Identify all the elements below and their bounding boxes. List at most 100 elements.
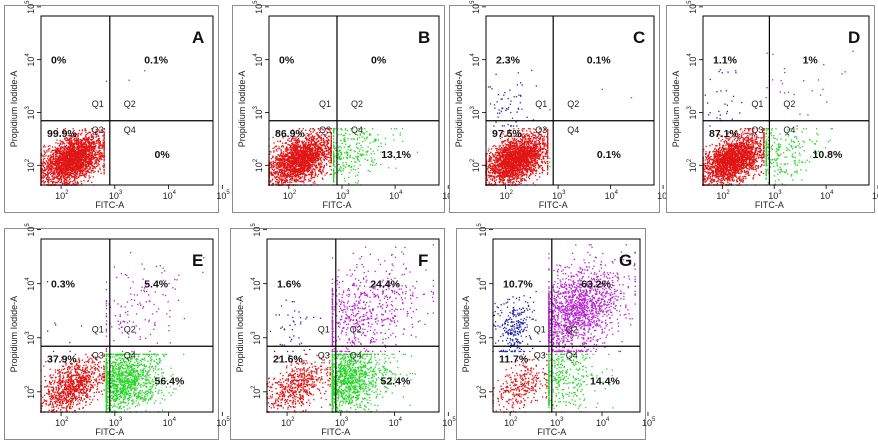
event-point — [79, 139, 81, 141]
event-point — [64, 169, 66, 172]
event-point — [286, 146, 288, 148]
event-point — [319, 169, 321, 171]
event-point — [287, 171, 289, 173]
event-point — [293, 153, 295, 155]
event-point — [77, 132, 80, 134]
event-point — [86, 133, 88, 136]
event-point — [327, 152, 330, 154]
event-point — [66, 151, 68, 153]
event-point — [330, 146, 332, 148]
event-point — [324, 147, 326, 150]
event-point — [272, 178, 274, 180]
x-tick-label: 10 — [163, 191, 173, 201]
event-point — [281, 171, 284, 174]
event-point — [303, 152, 305, 154]
event-point — [283, 155, 285, 157]
event-point — [75, 157, 77, 159]
event-point — [301, 156, 304, 158]
event-point — [67, 150, 69, 152]
event-point — [282, 164, 285, 166]
event-point — [101, 147, 103, 150]
event-point — [78, 163, 80, 165]
event-point — [293, 167, 295, 169]
event-point — [343, 168, 345, 170]
event-point — [41, 168, 43, 170]
event-point — [273, 169, 275, 171]
event-point — [47, 155, 50, 157]
event-point — [286, 157, 288, 159]
event-point — [85, 158, 87, 160]
event-point — [289, 161, 292, 163]
event-point — [103, 142, 105, 145]
event-point — [72, 128, 74, 130]
event-point — [93, 158, 95, 160]
event-point — [54, 151, 57, 154]
event-point — [284, 177, 286, 180]
event-point — [295, 137, 297, 140]
event-point — [308, 165, 310, 167]
event-point — [296, 171, 298, 173]
event-point — [75, 133, 78, 136]
event-point — [308, 129, 311, 131]
event-point — [318, 141, 320, 143]
event-point — [56, 181, 58, 183]
event-point — [303, 152, 306, 154]
event-point — [92, 167, 94, 169]
event-point — [81, 169, 83, 171]
x-tick-label: 10 — [216, 191, 226, 201]
event-point — [273, 171, 275, 173]
event-point — [59, 166, 62, 168]
event-point — [103, 171, 105, 173]
event-point — [298, 162, 300, 164]
event-point — [281, 157, 284, 159]
event-point — [78, 142, 80, 144]
event-point — [299, 163, 301, 165]
event-point — [328, 151, 330, 154]
event-point — [310, 133, 313, 135]
event-point — [75, 168, 77, 170]
event-point — [58, 160, 60, 162]
event-point — [83, 173, 86, 175]
event-point — [66, 158, 68, 160]
event-point — [80, 167, 82, 169]
event-point — [310, 159, 312, 161]
event-point — [271, 179, 273, 181]
event-point — [69, 137, 71, 139]
event-point — [82, 164, 85, 166]
event-point — [298, 178, 300, 180]
event-point — [59, 151, 61, 153]
event-point — [271, 172, 273, 174]
event-point — [301, 173, 303, 175]
event-point — [58, 161, 60, 163]
event-point — [105, 80, 108, 82]
event-point — [329, 165, 331, 167]
event-point — [94, 167, 97, 169]
event-point — [77, 134, 79, 136]
event-point — [315, 160, 317, 162]
event-point — [293, 145, 296, 147]
event-point — [97, 142, 99, 144]
event-point — [288, 169, 290, 171]
event-point — [80, 157, 82, 160]
event-point — [63, 149, 65, 151]
event-point — [312, 168, 314, 170]
event-point — [77, 167, 79, 169]
event-point — [93, 146, 95, 148]
event-point — [304, 158, 306, 160]
event-point — [73, 144, 75, 146]
event-point — [81, 182, 83, 185]
event-point — [73, 161, 76, 164]
event-point — [343, 177, 346, 179]
event-point — [75, 163, 77, 165]
event-point — [318, 131, 321, 134]
event-point — [306, 140, 308, 142]
event-point — [299, 169, 301, 171]
event-point — [294, 146, 296, 148]
event-point — [70, 151, 72, 153]
event-point — [317, 153, 319, 155]
event-point — [44, 157, 46, 160]
event-point — [307, 155, 309, 157]
event-point — [74, 153, 77, 155]
event-point — [291, 143, 293, 145]
event-point — [97, 159, 99, 161]
